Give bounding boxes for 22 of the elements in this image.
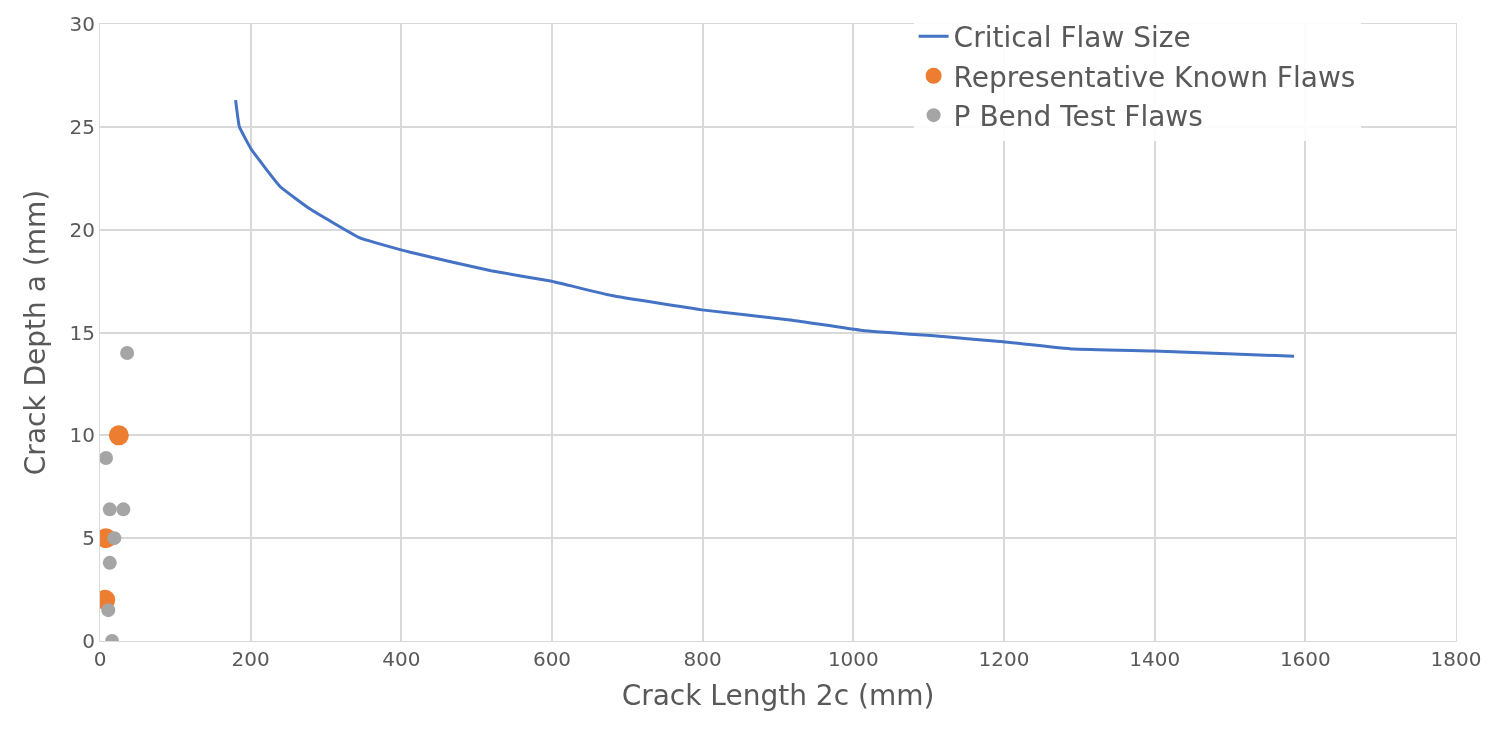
legend-label: Representative Known Flaws [953,60,1356,94]
y-axis-title: Crack Depth a (mm) [19,189,53,476]
legend-label: Critical Flaw Size [953,21,1191,55]
y-tick-label: 5 [82,526,95,551]
y-tick-label: 15 [69,320,95,345]
x-tick-label: 1400 [1129,647,1181,671]
x-tick-label: 400 [382,647,421,671]
line-series [234,98,1296,358]
x-tick-label: 1800 [1430,647,1482,671]
x-axis-title: Crack Length 2c (mm) [621,679,935,713]
x-tick-label: 1000 [827,647,879,671]
y-tick-label: 30 [69,12,95,36]
y-tick-label: 0 [82,629,95,653]
legend-label: P Bend Test Flaws [953,100,1203,134]
x-tick-label: 200 [231,647,270,671]
y-tick-label: 20 [69,217,95,242]
y-tick-label: 25 [69,114,95,139]
y-tick-label: 10 [69,423,95,448]
x-tick-label: 600 [532,647,572,671]
x-tick-label: 1600 [1279,647,1331,671]
x-tick-label: 800 [683,647,722,671]
x-tick-label: 1200 [978,647,1030,671]
